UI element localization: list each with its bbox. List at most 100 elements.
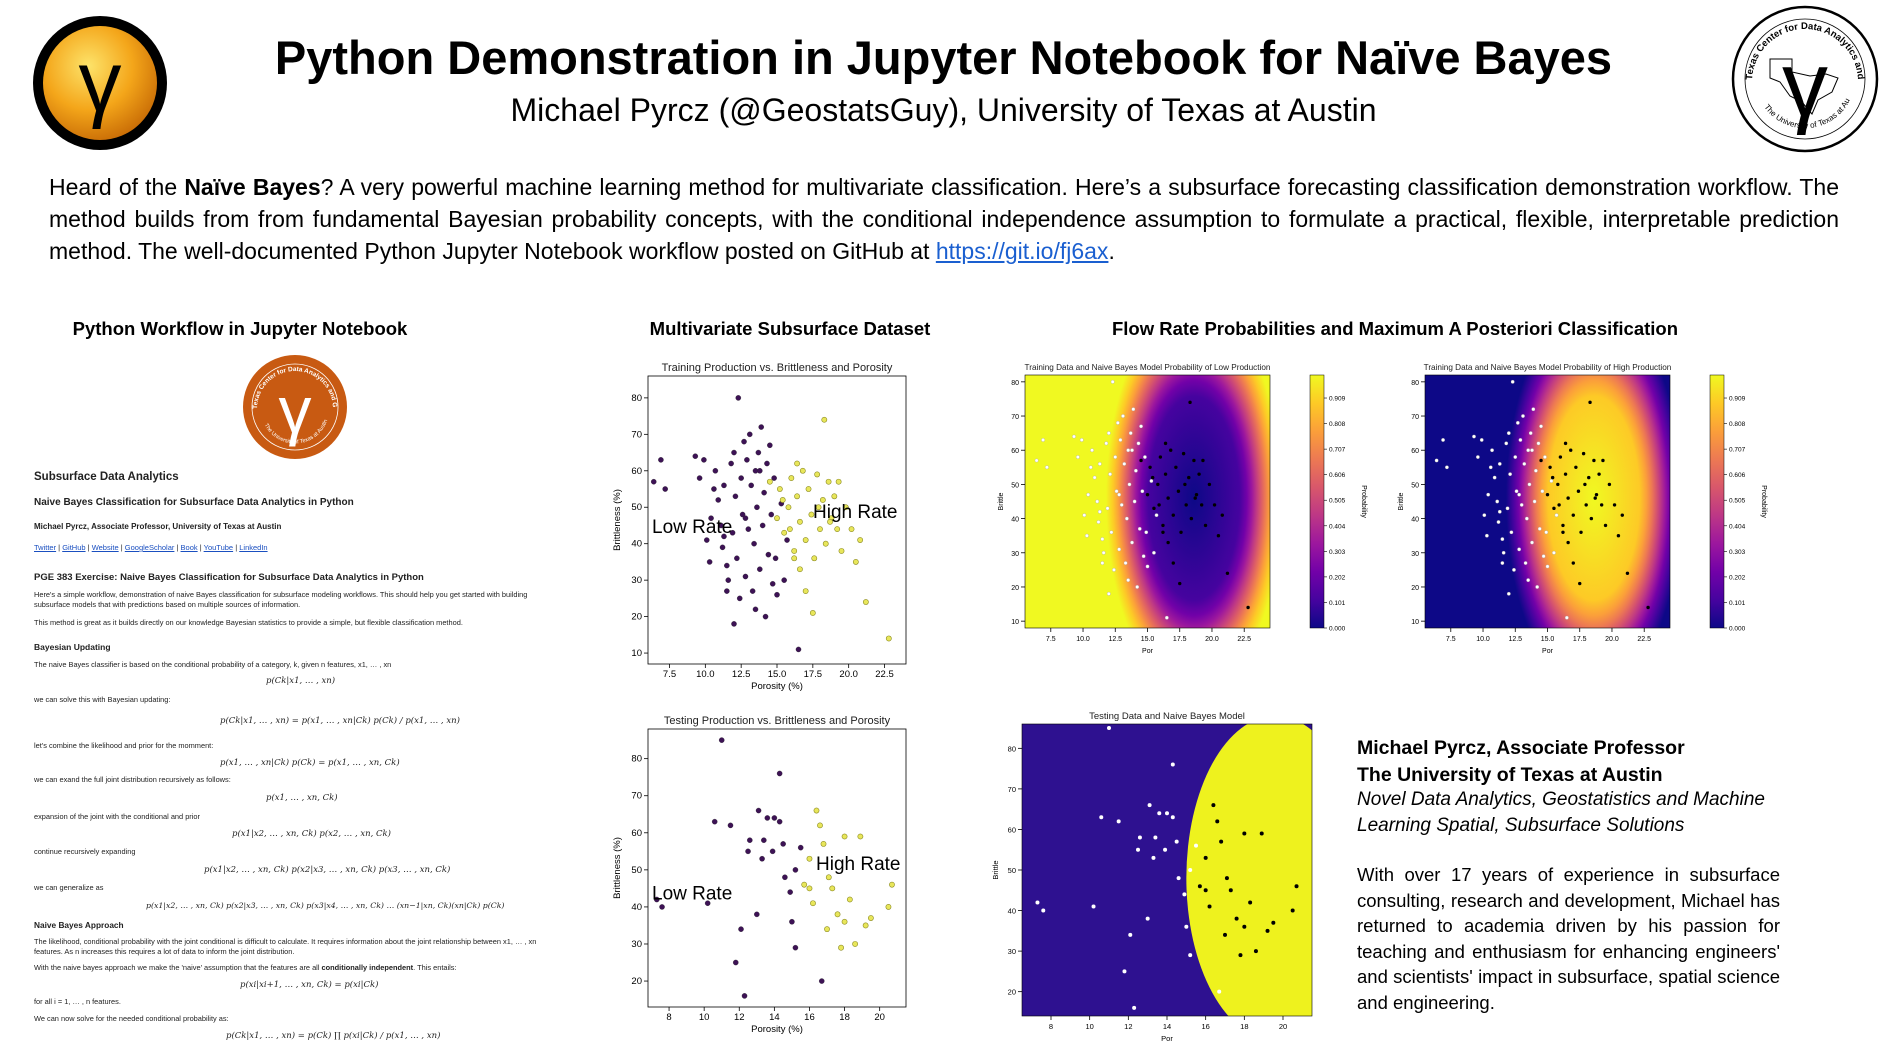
- nb-link-book[interactable]: Book: [180, 543, 198, 552]
- nb-link-github[interactable]: GitHub: [62, 543, 86, 552]
- high-rate-point: [1607, 482, 1612, 487]
- y-tick-label: 30: [631, 575, 642, 586]
- y-axis-label: Brittle: [998, 492, 1005, 510]
- x-tick-label: 20.0: [839, 669, 858, 680]
- low-rate-point: [1152, 550, 1156, 555]
- high-rate-point: [835, 478, 842, 485]
- y-tick-label: 60: [1411, 448, 1419, 455]
- high-rate-point: [1207, 904, 1212, 909]
- low-rate-point: [1539, 424, 1543, 429]
- low-rate-point: [724, 562, 730, 569]
- x-tick-label: 16: [1201, 1022, 1209, 1031]
- colorbar-tick-label: 0.404: [1729, 523, 1746, 530]
- high-rate-point: [1161, 530, 1165, 534]
- high-rate-point: [1166, 540, 1170, 545]
- nb-para-12: for all i = 1, … , n features.: [34, 997, 121, 1006]
- low-rate-point: [769, 848, 776, 855]
- low-rate-point: [1086, 492, 1091, 497]
- high-rate-annotation: High Rate: [816, 854, 901, 875]
- high-rate-point: [815, 504, 822, 511]
- nb-link-youtube[interactable]: YouTube: [203, 543, 234, 552]
- low-rate-point: [1445, 465, 1449, 470]
- low-rate-point: [731, 449, 737, 456]
- high-rate-point: [788, 475, 795, 481]
- y-tick-label: 80: [1411, 380, 1419, 387]
- low-rate-point: [721, 533, 727, 540]
- low-rate-point: [1034, 458, 1039, 463]
- x-tick-label: 7.5: [1446, 636, 1456, 643]
- high-rate-point: [766, 478, 773, 485]
- low-rate-point: [789, 918, 795, 925]
- low-rate-point: [1495, 499, 1500, 504]
- y-tick-label: 70: [631, 791, 642, 802]
- notebook-logo: Texas Center for Data Analytics and Geos…: [241, 353, 347, 459]
- nb-link-website[interactable]: Website: [91, 543, 119, 552]
- colorbar-tick-label: 0.303: [1329, 549, 1346, 556]
- low-rate-point: [1097, 509, 1102, 514]
- colorbar-tick-label: 0.101: [1729, 600, 1746, 607]
- low-rate-point: [718, 737, 725, 743]
- y-tick-label: 70: [631, 429, 642, 440]
- nb-para-9: we can generalize as: [34, 883, 104, 892]
- low-rate-point: [1114, 489, 1119, 494]
- high-rate-point: [1163, 472, 1168, 476]
- high-rate-point: [1563, 441, 1568, 446]
- x-tick-label: 8: [1049, 1022, 1053, 1031]
- github-link[interactable]: https://git.io/fj6ax: [935, 238, 1109, 264]
- low-rate-point: [1485, 533, 1489, 538]
- low-rate-point: [776, 770, 783, 777]
- low-rate-point: [795, 646, 802, 653]
- x-tick-label: 15.0: [1541, 636, 1555, 643]
- high-rate-point: [1589, 516, 1594, 521]
- y-tick-label: 40: [631, 539, 642, 550]
- right-logo-gamma-glyph: γ: [1782, 34, 1828, 136]
- low-rate-point: [1134, 468, 1138, 473]
- low-rate-point: [1108, 472, 1112, 476]
- low-rate-point: [1530, 448, 1534, 453]
- x-tick-label: 15.0: [768, 669, 787, 680]
- low-rate-point: [1194, 843, 1198, 848]
- x-axis-label: Porosity (%): [751, 681, 803, 692]
- chart-title: Training Data and Naive Bayes Model Prob…: [1025, 363, 1271, 372]
- colorbar-tick-label: 0.303: [1729, 549, 1746, 556]
- low-rate-point: [765, 551, 772, 558]
- high-rate-point: [1157, 503, 1161, 507]
- x-tick-label: 17.5: [1573, 636, 1587, 643]
- low-rate-point: [1564, 615, 1569, 620]
- low-rate-point: [759, 855, 765, 862]
- low-rate-point: [1117, 492, 1121, 497]
- nb-link-scholar[interactable]: GoogleScholar: [124, 543, 175, 552]
- x-tick-label: 12.5: [1108, 636, 1122, 643]
- low-rate-point: [1176, 876, 1181, 881]
- low-rate-point: [1170, 762, 1175, 767]
- high-rate-point: [857, 537, 864, 543]
- bio-tagline-2: Learning Spatial, Subsurface Solutions: [1357, 815, 1685, 836]
- high-rate-point: [786, 526, 793, 533]
- low-rate-point: [727, 822, 734, 829]
- low-rate-point: [1532, 499, 1537, 504]
- map-classification-chart: 8 10 12 14 16 18 20 20 30 40 50 60 70 80 Por Brittle Tes…: [991, 711, 1313, 1043]
- nb-link-twitter[interactable]: Twitter: [34, 543, 57, 552]
- low-rate-point: [1554, 513, 1559, 518]
- high-rate-point: [834, 911, 841, 918]
- low-rate-point: [1506, 431, 1511, 435]
- high-rate-point: [1616, 533, 1621, 538]
- low-rate-point: [1496, 520, 1501, 524]
- low-rate-point: [1082, 513, 1087, 518]
- high-rate-point: [1194, 492, 1199, 497]
- low-rate-point: [768, 511, 775, 518]
- low-rate-point: [742, 573, 749, 580]
- low-rate-point: [654, 896, 660, 903]
- y-tick-label: 50: [631, 865, 642, 876]
- low-rate-point: [1518, 438, 1523, 442]
- low-rate-point: [1552, 550, 1556, 555]
- high-rate-point: [1242, 831, 1247, 836]
- low-rate-point: [1482, 513, 1487, 518]
- low-rate-point: [767, 442, 773, 449]
- high-rate-point: [1558, 455, 1563, 459]
- low-rate-point: [719, 544, 726, 551]
- nb-eq-8: p(xi|xi+1, … , xn, Ck) = p(xi|Ck): [240, 980, 379, 990]
- high-rate-point: [809, 610, 816, 616]
- high-rate-point: [1178, 581, 1182, 586]
- nb-link-linkedin[interactable]: LinkedIn: [239, 543, 268, 552]
